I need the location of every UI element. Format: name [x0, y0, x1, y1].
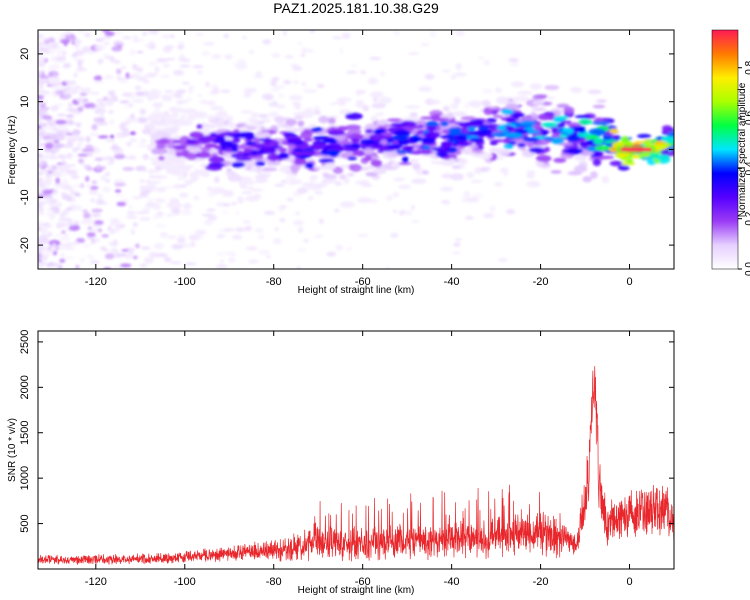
snr-x-tick-label: -20	[533, 576, 549, 588]
spectrogram-x-tick-label: -40	[444, 276, 460, 288]
snr-x-tick-label: -120	[85, 576, 107, 588]
snr-x-tick-label: -80	[266, 576, 282, 588]
colorbar-tick-label: 0.4	[744, 161, 750, 175]
colorbar-label: Normalized spectral amplitude	[737, 82, 748, 217]
spectrogram-y-ticks: -20 -10 0 10 20	[19, 48, 674, 253]
figure-title: PAZ1.2025.181.10.38.G29	[273, 0, 439, 16]
spectrogram-area	[38, 30, 674, 269]
snr-x-tick-label: -100	[174, 576, 196, 588]
snr-panel: -120 -100 -80 -60 -40 -20 0 500 1000 1500 2000 250…	[7, 330, 675, 596]
snr-area	[38, 366, 674, 565]
snr-y-tick-label: 2000	[19, 375, 31, 399]
spectrogram-y-tick-label: -20	[19, 237, 31, 253]
colorbar-tick-label: 0.6	[744, 111, 750, 125]
snr-x-tick-label: -60	[355, 576, 371, 588]
spectrogram-x-tick-label: -100	[174, 276, 196, 288]
spectrogram-x-tick-label: -20	[533, 276, 549, 288]
snr-y-tick-label: 1500	[19, 420, 31, 444]
snr-x-tick-label: 0	[626, 576, 632, 588]
spectrogram-y-tick-label: 20	[19, 48, 31, 60]
spectrogram-x-label: Height of straight line (km)	[298, 285, 415, 296]
snr-y-tick-label: 1000	[19, 466, 31, 490]
snr-x-ticks: -120 -100 -80 -60 -40 -20 0	[85, 331, 633, 588]
snr-x-tick-label: -40	[444, 576, 460, 588]
snr-series-line	[38, 366, 674, 565]
spectrogram-y-tick-label: -10	[19, 189, 31, 205]
colorbar-tick-label: 0.8	[744, 60, 750, 74]
colorbar-tick-label: 0.2	[744, 211, 750, 225]
snr-frame	[37, 330, 675, 570]
spectrogram-x-ticks: -120 -100 -80 -60 -40 -20 0	[85, 30, 633, 288]
spectrogram-y-label: Frequency (Hz)	[7, 116, 18, 185]
snr-y-ticks: 500 1000 1500 2000 2500	[19, 330, 674, 533]
spectrogram-tone-core	[620, 147, 652, 152]
colorbar-gradient	[711, 29, 739, 270]
snr-x-label: Height of straight line (km)	[298, 585, 415, 596]
snr-y-tick-label: 500	[19, 514, 31, 532]
spectrogram-x-tick-label: -80	[266, 276, 282, 288]
colorbar-tick-label: 0.0	[744, 262, 750, 276]
colorbar: 0.0 0.2 0.4 0.6 0.8 Normalized spectral ampl…	[711, 29, 750, 276]
spectrogram-x-tick-label: -120	[85, 276, 107, 288]
snr-y-label: SNR (10 * v/v)	[7, 418, 18, 482]
snr-y-tick-label: 2500	[19, 330, 31, 354]
spectrogram-y-tick-label: 0	[19, 146, 31, 152]
spectrogram-x-tick-label: 0	[626, 276, 632, 288]
spectrogram-y-tick-label: 10	[19, 96, 31, 108]
colorbar-ticks: 0.0 0.2 0.4 0.6 0.8	[738, 60, 750, 276]
spectrogram-x-tick-label: -60	[355, 276, 371, 288]
